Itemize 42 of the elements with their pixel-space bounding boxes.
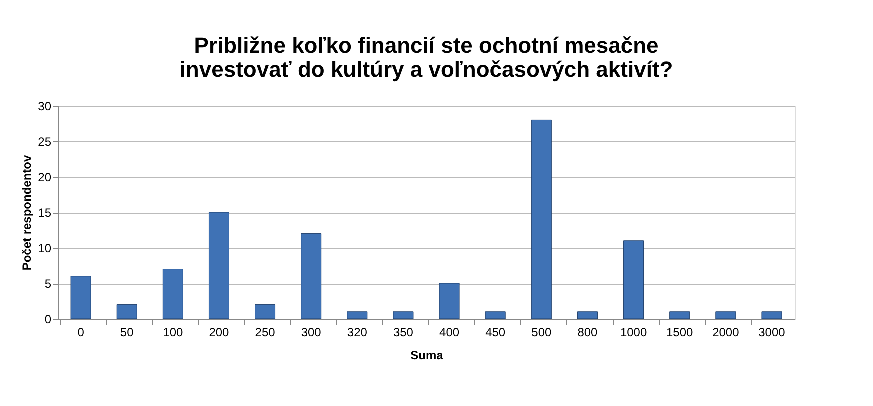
bar xyxy=(670,312,690,320)
bar xyxy=(439,283,460,320)
x-tick-label: 50 xyxy=(120,326,134,340)
y-tick-label: 30 xyxy=(38,100,52,114)
y-tick-label: 5 xyxy=(44,277,52,291)
chart-title: Približne koľko financií ste ochotní mesačne investovať do kultúry a voľnočasových aktivít? xyxy=(180,33,674,82)
x-tick-label: 0 xyxy=(78,326,85,340)
x-tick-label: 320 xyxy=(347,326,368,340)
x-tick-label: 100 xyxy=(163,326,184,340)
x-tick-label: 350 xyxy=(393,326,414,340)
bar xyxy=(531,120,552,320)
bar xyxy=(393,312,414,320)
bar xyxy=(485,312,506,320)
x-tick-label: 450 xyxy=(486,326,506,340)
x-tick-label: 1000 xyxy=(620,326,648,340)
y-axis-title: Počet respondentov xyxy=(20,155,34,271)
x-tick-label: 200 xyxy=(209,326,230,340)
bar xyxy=(116,304,138,320)
x-tick-label: 250 xyxy=(255,326,276,340)
x-tick-label: 400 xyxy=(440,326,460,340)
y-tick-label: 10 xyxy=(38,242,52,256)
bar xyxy=(162,269,184,320)
bar xyxy=(255,304,276,320)
x-tick-label: 3000 xyxy=(758,326,786,340)
y-tick-label: 25 xyxy=(38,135,52,149)
y-tick-label: 0 xyxy=(44,312,52,326)
bar xyxy=(624,240,644,320)
bar xyxy=(208,212,230,320)
x-axis-title: Suma xyxy=(410,348,444,362)
x-tick-label: 500 xyxy=(532,326,552,340)
bar xyxy=(70,276,92,320)
x-tick-label: 1500 xyxy=(666,326,694,340)
x-tick-label: 300 xyxy=(301,326,322,340)
bar xyxy=(716,312,736,320)
y-tick-label: 15 xyxy=(38,206,52,220)
bar xyxy=(301,234,322,320)
y-tick-label: 20 xyxy=(38,170,52,184)
bar xyxy=(347,312,368,320)
x-tick-label: 2000 xyxy=(712,326,740,340)
bar xyxy=(762,312,782,320)
bar xyxy=(577,312,598,320)
x-tick-label: 800 xyxy=(578,326,598,340)
